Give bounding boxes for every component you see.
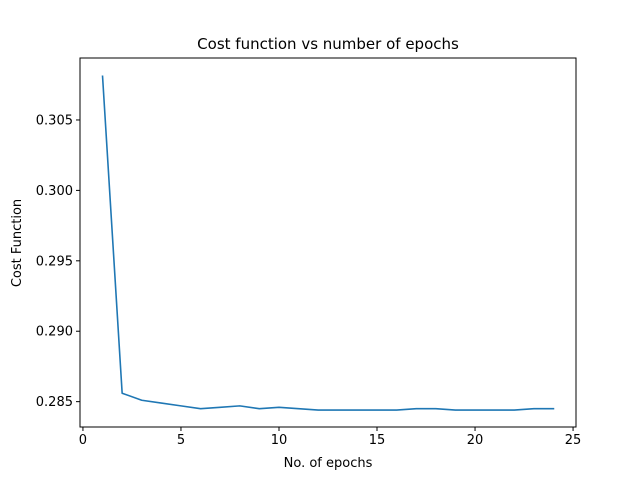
x-tick-label: 25 bbox=[565, 433, 582, 448]
x-axis-label: No. of epochs bbox=[284, 456, 373, 471]
x-tick-label: 15 bbox=[369, 433, 386, 448]
plot-frame bbox=[79, 57, 577, 428]
y-tick-label: 0.295 bbox=[36, 254, 73, 269]
y-tick-label: 0.300 bbox=[36, 184, 73, 199]
y-tick-label: 0.290 bbox=[36, 325, 73, 340]
y-tick-label: 0.305 bbox=[36, 113, 73, 128]
x-tick-label: 5 bbox=[177, 433, 185, 448]
x-tick-label: 20 bbox=[467, 433, 484, 448]
chart-title: Cost function vs number of epochs bbox=[197, 35, 459, 53]
y-axis-label: Cost Function bbox=[10, 199, 25, 287]
plot-area: 0 5 10 15 20 25 0.285 0.290 0.295 0.300 0.305 bbox=[36, 75, 582, 448]
series-line bbox=[101, 75, 555, 411]
y-tick-label: 0.285 bbox=[36, 395, 73, 410]
x-tick-label: 10 bbox=[271, 433, 288, 448]
x-tick-label: 0 bbox=[79, 433, 87, 448]
